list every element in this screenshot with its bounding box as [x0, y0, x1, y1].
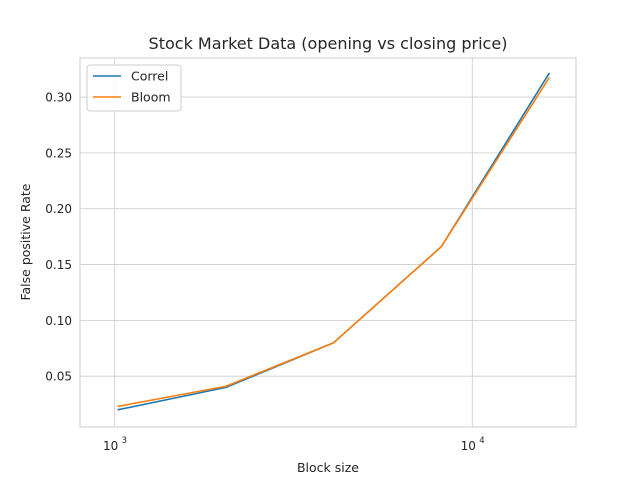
series-lines	[117, 72, 551, 411]
y-axis-label: False positive Rate	[18, 183, 33, 300]
y-tick-label: 0.30	[45, 91, 72, 105]
chart-title: Stock Market Data (opening vs closing pr…	[149, 34, 508, 53]
legend-label-correl: Correl	[131, 69, 168, 84]
x-tick-label: 10	[103, 439, 118, 453]
y-tick-label: 0.25	[45, 146, 72, 160]
series-line-correl	[117, 72, 551, 411]
x-tick-exponent: 4	[479, 436, 484, 446]
x-axis-label: Block size	[297, 460, 359, 475]
legend-label-bloom: Bloom	[131, 90, 171, 105]
grid	[80, 58, 576, 427]
x-tick-label: 10	[461, 439, 476, 453]
y-tick-label: 0.05	[45, 370, 72, 384]
y-tick-label: 0.20	[45, 202, 72, 216]
y-tick-label: 0.15	[45, 258, 72, 272]
x-tick-exponent: 3	[122, 436, 127, 446]
legend: Correl Bloom	[86, 64, 182, 112]
series-line-bloom	[117, 76, 551, 408]
plot-frame	[79, 57, 577, 428]
y-tick-label: 0.10	[45, 314, 72, 328]
